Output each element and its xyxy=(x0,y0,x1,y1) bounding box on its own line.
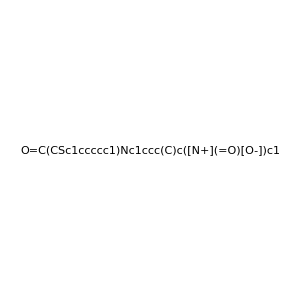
Text: O=C(CSc1ccccc1)Nc1ccc(C)c([N+](=O)[O-])c1: O=C(CSc1ccccc1)Nc1ccc(C)c([N+](=O)[O-])c… xyxy=(20,145,280,155)
